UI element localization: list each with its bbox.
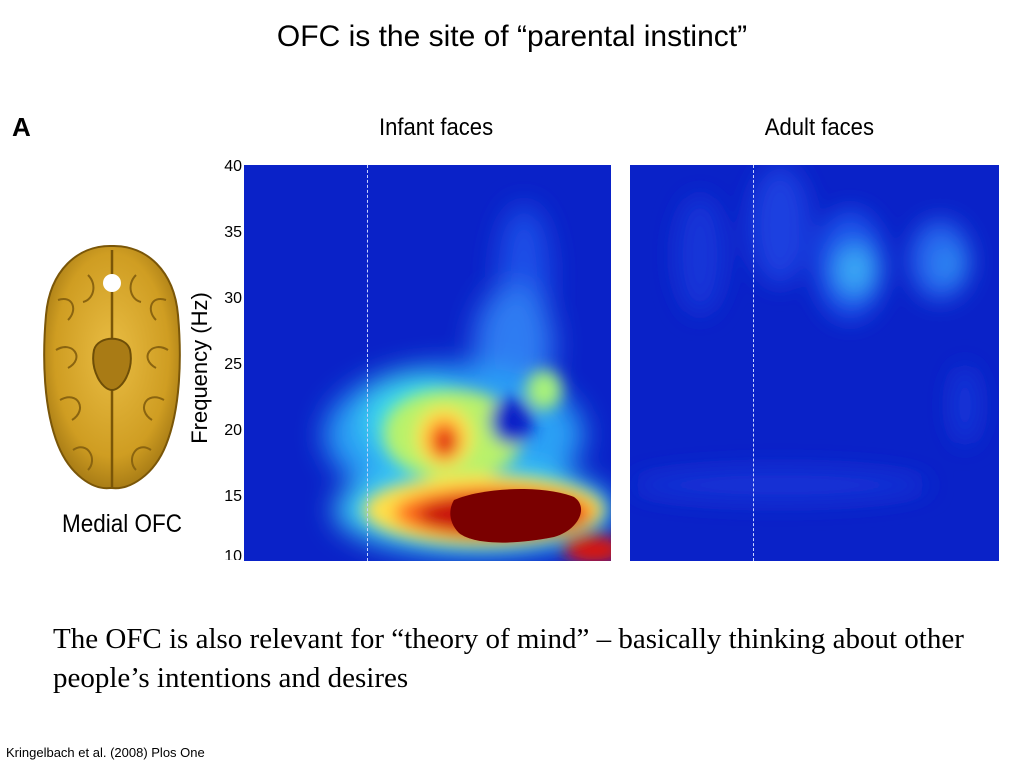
heatmap-adult-faces — [630, 165, 999, 561]
y-axis-label: Frequency (Hz) — [187, 292, 212, 444]
y-tick: 10 — [224, 548, 242, 560]
y-tick: 35 — [224, 224, 242, 241]
y-tick: 15 — [224, 488, 242, 505]
heatmap-infant-canvas — [244, 165, 611, 561]
y-tick: 20 — [224, 422, 242, 439]
heatmap-adult-canvas — [630, 165, 999, 561]
brain-region-label: Medial OFC — [62, 510, 183, 538]
slide-body-text: The OFC is also relevant for “theory of … — [53, 623, 964, 694]
y-tick: 25 — [224, 356, 242, 373]
y-tick: 30 — [224, 290, 242, 307]
stimulus-onset-line — [367, 165, 368, 561]
y-tick: 40 — [224, 158, 242, 175]
slide-title: OFC is the site of “parental instinct” — [276, 20, 748, 53]
stimulus-onset-line — [753, 165, 754, 561]
panel-letter: A — [12, 112, 31, 142]
panel-title-adult: Adult faces — [764, 114, 874, 141]
panel-title-infant: Infant faces — [378, 114, 494, 141]
citation: Kringelbach et al. (2008) Plos One — [6, 745, 205, 760]
heatmap-infant-faces — [244, 165, 611, 561]
brain-illustration — [43, 245, 181, 490]
